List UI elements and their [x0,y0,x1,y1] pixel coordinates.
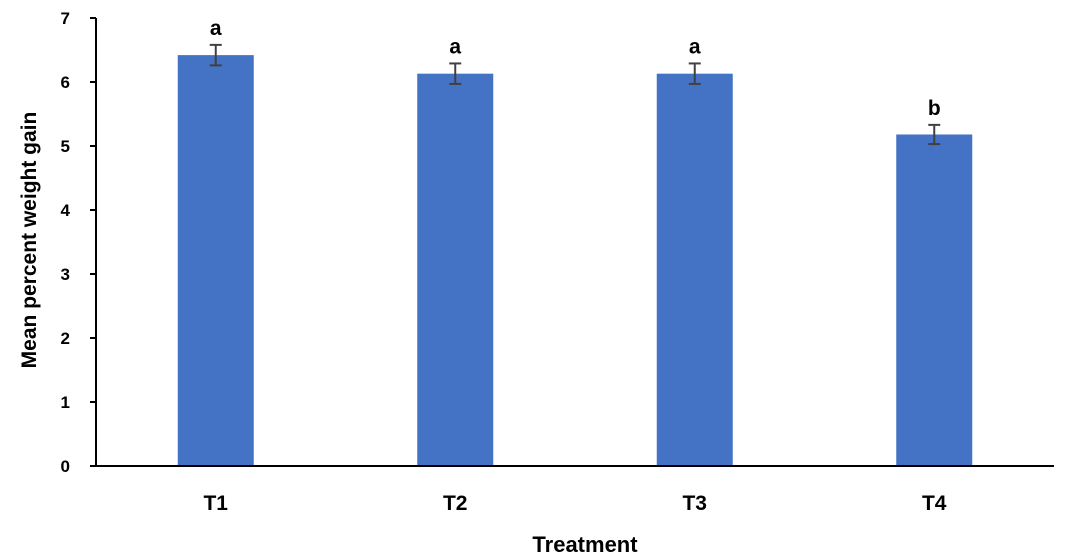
bar-t3 [656,73,733,467]
error-bars-group [209,43,941,146]
significance-letter-t2: a [449,35,461,58]
y-tick-label: 3 [61,265,70,284]
significance-letter-t4: b [928,97,941,120]
bars-group [177,55,973,467]
x-tick-label-t4: T4 [922,492,947,515]
error-bar-t4 [928,123,941,146]
error-bar-t3 [688,62,701,85]
significance-letters-group: a a a b [210,17,941,120]
y-axis-ticks: 0 1 2 3 4 5 6 7 [61,9,96,476]
error-bar-t2 [449,62,462,85]
y-tick-label: 5 [61,137,70,156]
y-tick-label: 4 [61,201,71,220]
y-tick-label: 7 [61,9,70,28]
significance-letter-t3: a [689,35,701,58]
y-tick-label: 0 [61,457,70,476]
bar-t1 [177,55,254,467]
y-tick-label: 6 [61,73,70,92]
error-bar-t1 [209,43,222,67]
y-axis-title: Mean percent weight gain [18,112,41,369]
x-tick-label-t3: T3 [682,492,707,515]
significance-letter-t1: a [210,17,222,40]
y-tick-label: 1 [61,393,70,412]
x-tick-label-t2: T2 [443,492,468,515]
x-axis-ticks: T1 T2 T3 T4 [203,492,946,515]
bar-t4 [896,134,973,467]
bar-t2 [417,73,494,467]
y-tick-label: 2 [61,329,70,348]
x-tick-label-t1: T1 [203,492,228,515]
x-axis-title: Treatment [532,532,638,557]
